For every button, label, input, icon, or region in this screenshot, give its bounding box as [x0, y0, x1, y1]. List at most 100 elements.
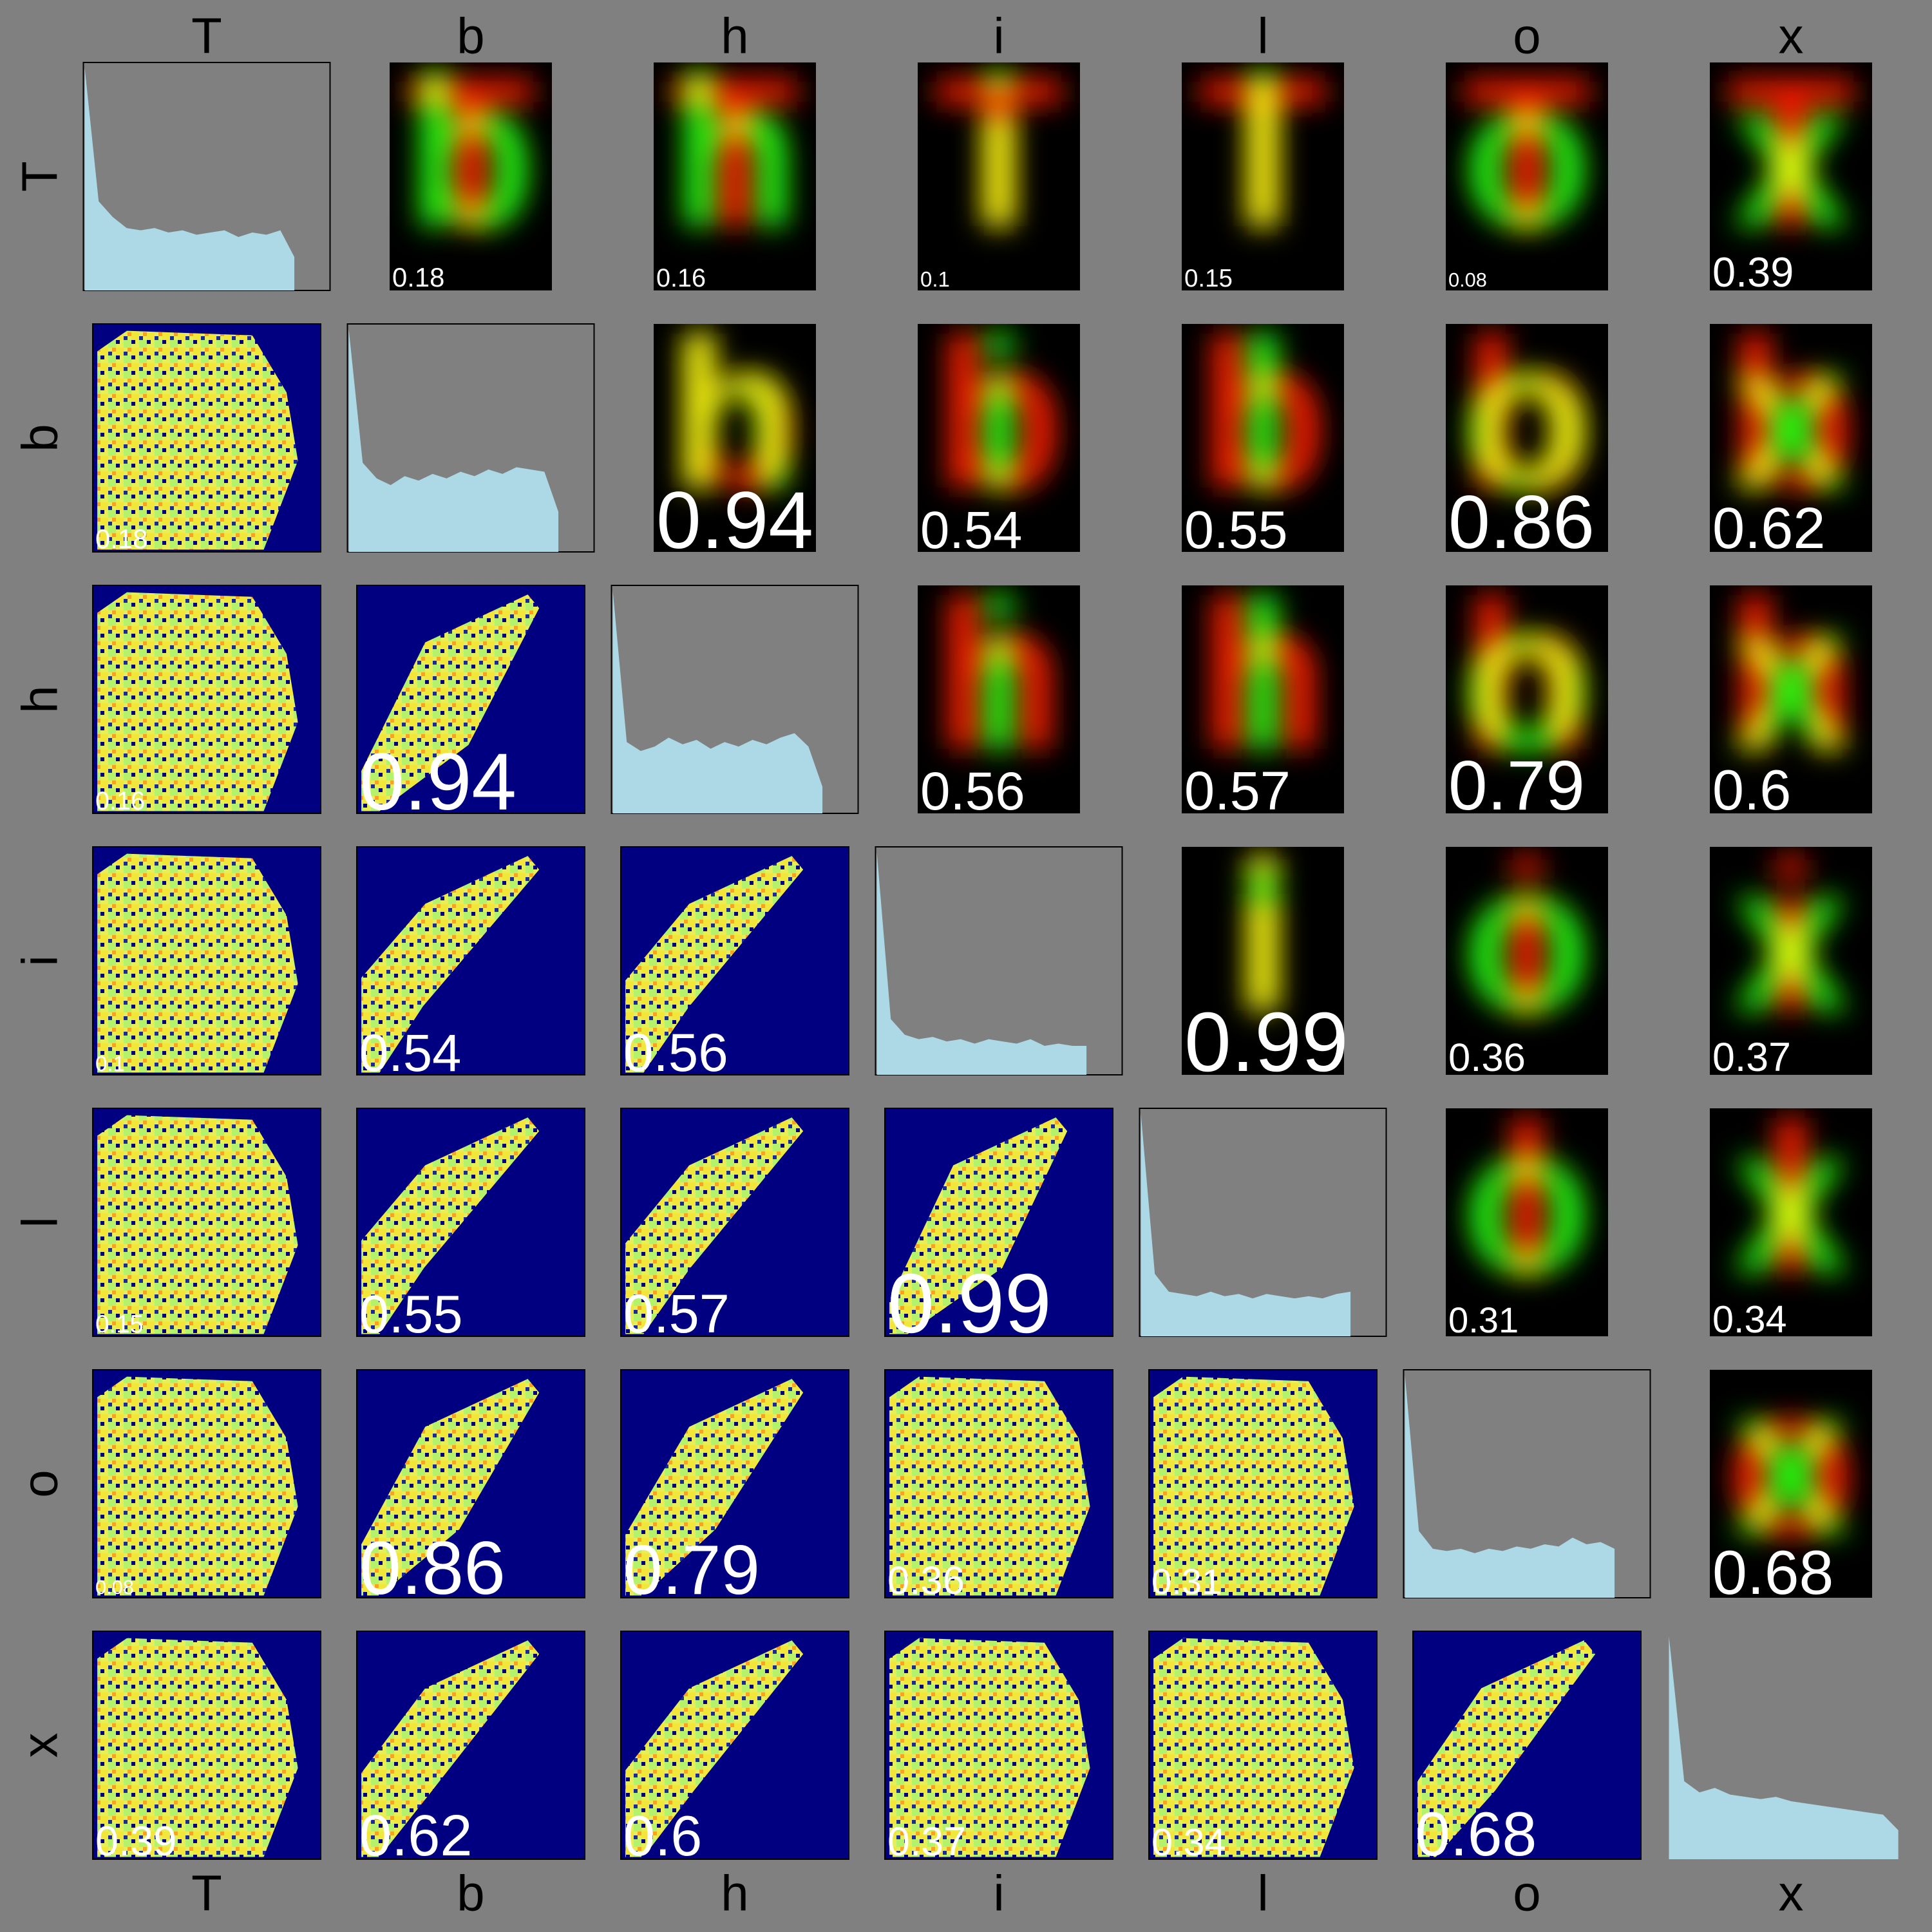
column-label-bottom: i: [993, 1865, 1004, 1922]
correlation-label: 0.56: [920, 761, 1025, 821]
correlation-label: 0.08: [95, 1576, 134, 1598]
letter-overlay: lx: [1732, 1079, 1852, 1317]
letter-overlay: io: [1462, 818, 1592, 1056]
blur-group: i: [1233, 818, 1293, 1056]
blur-group: x: [1732, 1341, 1852, 1578]
blur-group: i: [969, 324, 1028, 533]
row-label: h: [12, 685, 68, 713]
scatter-density: [889, 1376, 1090, 1596]
row-letter-image: o: [1726, 1341, 1856, 1578]
correlation-label: 0.99: [1184, 995, 1349, 1089]
letter-overlay: bx: [1726, 295, 1856, 533]
row-letter-image: i: [1497, 818, 1557, 1056]
row-label: o: [12, 1470, 68, 1497]
column-letter-image: o: [1462, 33, 1592, 271]
column-letter-image: x: [1732, 1079, 1852, 1317]
correlation-label: 0.62: [359, 1803, 473, 1868]
column-label-bottom: h: [721, 1865, 748, 1922]
letter-overlay: bo: [1462, 324, 1592, 533]
scatter-density: [97, 1115, 298, 1334]
histogram-area: [612, 591, 823, 813]
blur-group: b: [670, 324, 800, 533]
row-label: i: [12, 955, 68, 966]
correlation-label: 0.37: [887, 1819, 966, 1864]
correlation-label: 0.54: [920, 501, 1022, 560]
row-letter-image: T: [1726, 33, 1856, 271]
overlay-panel: [1182, 585, 1344, 813]
histogram-area: [348, 329, 559, 552]
scatter-density: [1153, 1638, 1354, 1857]
blur-group: o: [1462, 818, 1592, 1056]
overlay-panel: [1710, 585, 1872, 813]
letter-overlay: Tb: [406, 62, 536, 271]
correlation-label: 0.31: [1448, 1300, 1519, 1340]
correlation-label: 0.99: [887, 1256, 1052, 1350]
overlay-panel: [1710, 62, 1872, 290]
column-label: x: [1779, 8, 1804, 64]
blur-group: l: [1233, 818, 1293, 1056]
scatter-density: [97, 592, 298, 811]
letter-overlay: ox: [1726, 1341, 1856, 1578]
scatter-density: [625, 1117, 804, 1334]
blur-group: l: [1233, 324, 1293, 533]
column-letter-image: x: [1732, 1341, 1852, 1578]
column-letter-image: i: [969, 556, 1028, 794]
correlation-label: 0.79: [623, 1531, 760, 1609]
column-letter-image: l: [1233, 556, 1293, 794]
letter-overlay: To: [1462, 33, 1592, 271]
scatter-density: [361, 1379, 540, 1596]
blur-group: T: [1726, 33, 1856, 271]
correlation-label: 0.15: [1184, 265, 1233, 292]
row-letter-image: i: [1233, 818, 1293, 1056]
row-letter-image: h: [934, 556, 1064, 794]
blur-group: o: [1462, 324, 1592, 533]
blur-group: T: [934, 62, 1064, 271]
blur-group: h: [670, 62, 800, 271]
scatter-density: [97, 330, 298, 550]
overlay-panel: [654, 324, 816, 552]
blur-group: h: [670, 295, 800, 533]
column-label: T: [191, 8, 222, 64]
scatter-density: [625, 1379, 804, 1596]
blur-group: b: [1198, 324, 1328, 533]
overlay-panel: [1710, 1108, 1872, 1336]
overlay-panel: [1446, 324, 1608, 552]
blur-group: h: [934, 556, 1064, 794]
row-letter-image: b: [1726, 295, 1856, 533]
letter-overlay: il: [1233, 818, 1293, 1056]
row-letter-image: l: [1497, 1079, 1557, 1317]
blur-group: l: [1233, 62, 1293, 271]
correlation-label: 0.68: [1416, 1799, 1537, 1869]
correlation-label: 0.34: [1151, 1821, 1226, 1864]
letter-overlay: hi: [934, 556, 1064, 794]
correlation-label: 0.94: [656, 475, 813, 565]
correlation-label: 0.6: [623, 1804, 702, 1868]
blur-group: i: [1761, 847, 1821, 1056]
correlation-label: 0.57: [623, 1283, 730, 1344]
correlation-label: 0.16: [95, 787, 145, 815]
column-letter-image: h: [670, 295, 800, 533]
scatter-density: [625, 856, 804, 1073]
overlay-panel: [1446, 1108, 1608, 1336]
correlation-label: 0.36: [887, 1558, 965, 1603]
column-letter-image: l: [1233, 818, 1293, 1056]
overlay-panel: [918, 324, 1080, 552]
column-letter-image: o: [1462, 818, 1592, 1056]
letter-overlay: hx: [1726, 585, 1856, 794]
row-letter-image: h: [1198, 556, 1328, 794]
row-label: b: [12, 424, 68, 451]
column-label-bottom: b: [457, 1865, 484, 1922]
column-letter-image: i: [969, 33, 1028, 271]
column-label: b: [457, 8, 484, 64]
overlay-panel: [1182, 324, 1344, 552]
blur-group: x: [1732, 585, 1852, 794]
correlation-label: 0.6: [1712, 758, 1791, 822]
scatter-density: [361, 1117, 540, 1334]
scatter-density: [1417, 1640, 1596, 1857]
correlation-label: 0.62: [1712, 496, 1826, 561]
correlation-label: 0.08: [1448, 269, 1487, 291]
correlation-label: 0.18: [95, 524, 147, 554]
correlation-label: 0.56: [623, 1022, 728, 1083]
blur-group: i: [1497, 818, 1557, 1056]
